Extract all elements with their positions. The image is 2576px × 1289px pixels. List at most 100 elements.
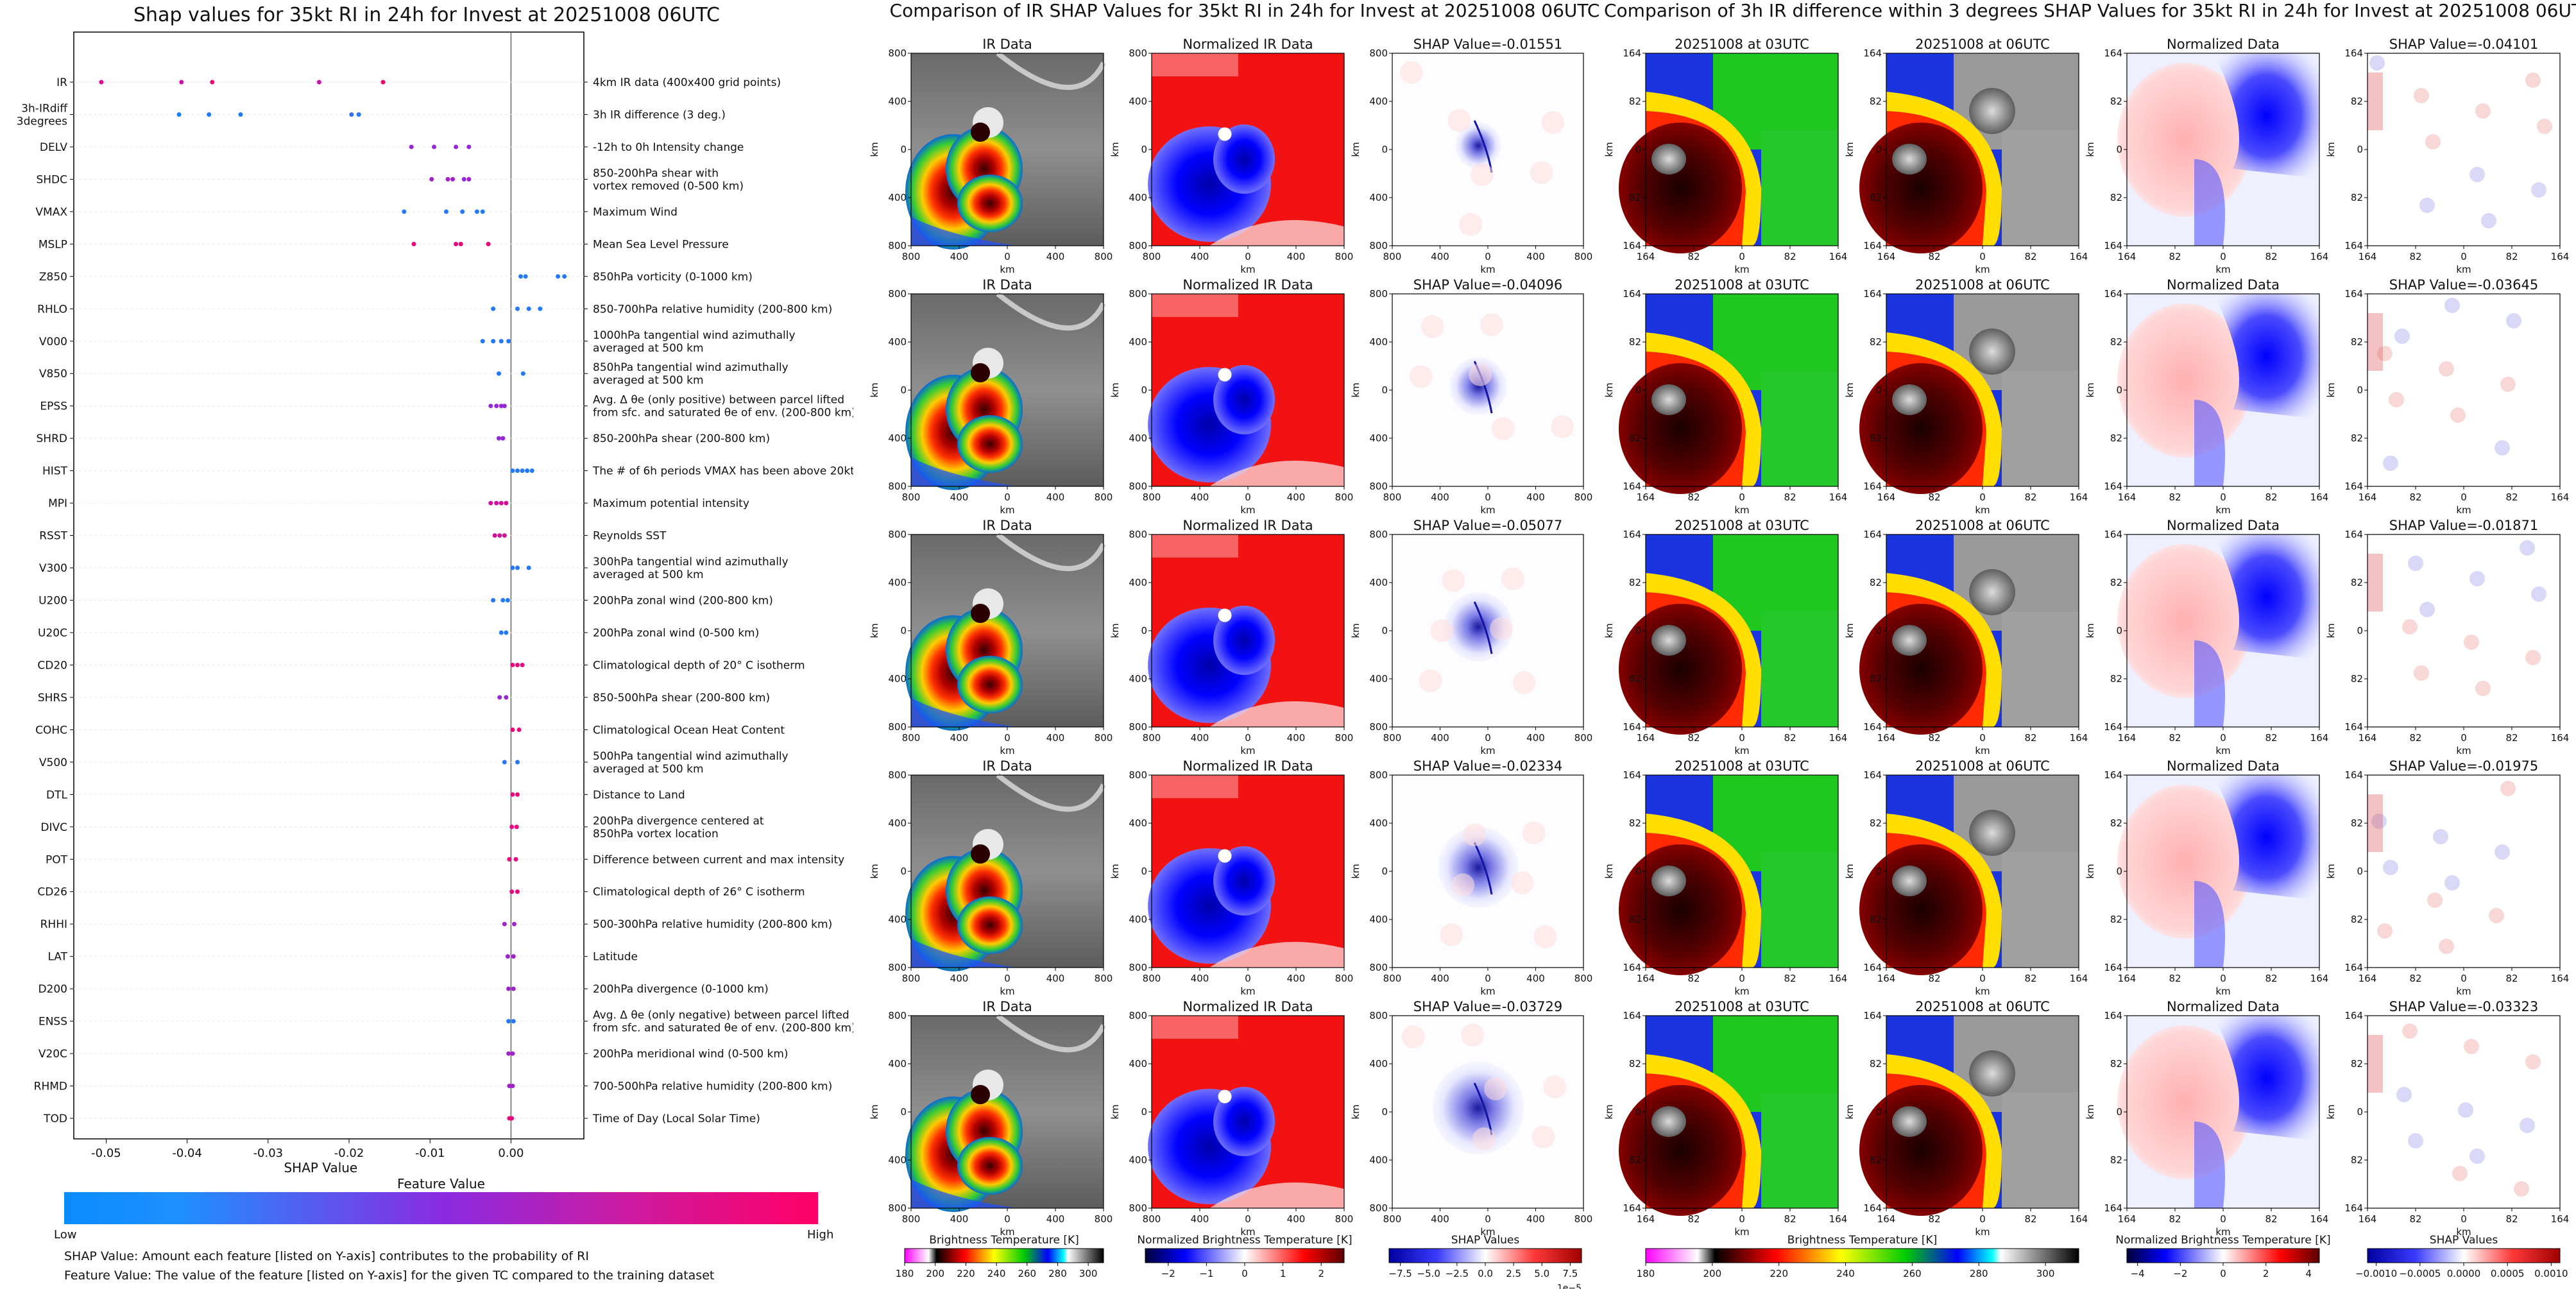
y-tick-label: 82 — [2351, 432, 2363, 444]
y-tick-label: 82 — [2110, 1154, 2122, 1166]
feature-description: 200hPa meridional wind (0-500 km) — [593, 1048, 789, 1061]
colorbar-tick-label: −2 — [1161, 1268, 1175, 1279]
feature-value-note: Feature Value: The value of the feature … — [64, 1268, 715, 1283]
x-tick-label: 82 — [2409, 491, 2421, 503]
feature-name: VMAX — [35, 206, 67, 219]
x-tick-label: 0 — [1004, 732, 1011, 744]
y-tick-label: 800 — [1129, 47, 1147, 59]
shap-speckle — [2394, 329, 2410, 344]
shap-positive-speckle — [1531, 1125, 1555, 1148]
shap-speckle — [2464, 1039, 2479, 1054]
y-tick-label: 400 — [1129, 1058, 1147, 1070]
shap-point — [513, 857, 518, 862]
y-tick-label: 400 — [888, 336, 907, 348]
colorbar-tick-label: 240 — [987, 1268, 1006, 1279]
y-tick-label: 400 — [1129, 1154, 1147, 1166]
panel-title: SHAP Value=-0.02334 — [1413, 758, 1563, 774]
shap-negative-region — [1449, 357, 1507, 415]
x-axis-label: km — [1975, 986, 1990, 997]
x-tick-label: 800 — [1383, 251, 1402, 262]
y-tick-label: 0 — [2357, 866, 2363, 877]
colorbar-label: Brightness Temperature [K] — [1787, 1234, 1937, 1247]
x-tick-label: -0.05 — [91, 1147, 121, 1160]
y-axis-label: km — [1350, 864, 1361, 878]
middle-title: Comparison of IR SHAP Values for 35kt RI… — [889, 0, 1600, 21]
feature-description: -12h to 0h Intensity change — [593, 141, 744, 154]
feature-name: SHDC — [36, 173, 67, 186]
shap-point — [356, 112, 361, 117]
x-tick-label: 164 — [1829, 491, 1848, 503]
x-tick-label: 164 — [2118, 251, 2137, 262]
x-axis-label: km — [2456, 1226, 2471, 1238]
feature-description: 300hPa tangential wind azimuthally — [593, 556, 789, 568]
feature-description: averaged at 500 km — [593, 568, 704, 581]
y-tick-label: 0 — [900, 1106, 907, 1118]
x-tick-label: 0 — [2220, 251, 2226, 262]
y-tick-label: 164 — [1623, 240, 1641, 252]
colorbar — [1388, 1248, 1582, 1263]
y-tick-label: 164 — [1623, 1010, 1641, 1021]
y-axis-label: km — [2085, 142, 2096, 157]
shap-point — [491, 598, 496, 602]
y-axis-label: km — [2085, 1104, 2096, 1119]
shap-positive-speckle — [1442, 569, 1465, 592]
y-tick-label: 0 — [1875, 1106, 1882, 1118]
cloud-band — [996, 532, 1106, 572]
norm-cold-region — [2213, 1016, 2319, 1141]
shap-point — [510, 468, 515, 474]
cloud-band — [996, 291, 1106, 331]
y-tick-label: 164 — [2104, 769, 2122, 781]
y-tick-label: 0 — [1381, 144, 1388, 155]
feature-description: Difference between current and max inten… — [593, 853, 844, 866]
shap-positive-speckle — [1461, 1023, 1485, 1046]
y-tick-label: 800 — [1369, 721, 1388, 733]
y-tick-label: 82 — [1629, 817, 1641, 829]
shap-positive-speckle — [1512, 671, 1536, 694]
storm-core — [971, 844, 990, 864]
bt-grey-patch — [1651, 866, 1686, 896]
normalized-light-band — [1152, 294, 1238, 317]
shap-positive-speckle — [1447, 109, 1471, 132]
plot-frame — [73, 31, 584, 1140]
shap-point — [466, 176, 472, 182]
x-tick-label: 0 — [2220, 491, 2226, 503]
y-tick-label: 800 — [888, 769, 907, 781]
y-tick-label: 82 — [2110, 192, 2122, 203]
y-tick-label: 82 — [1629, 1058, 1641, 1070]
bt-warm-region — [2002, 611, 2079, 727]
x-axis-label: SHAP Value — [284, 1160, 357, 1175]
shap-point — [429, 176, 434, 182]
y-tick-label: 800 — [1369, 288, 1388, 300]
y-axis-label: km — [869, 623, 880, 638]
normalized-core — [1218, 127, 1232, 141]
shap-speckle — [2500, 377, 2516, 392]
shap-speckle — [2389, 392, 2404, 407]
bt-grey-patch — [1892, 625, 1927, 656]
shap-background — [2367, 775, 2560, 968]
x-tick-label: 164 — [2358, 732, 2377, 744]
x-tick-label: 82 — [2024, 491, 2036, 503]
shap-point — [443, 209, 448, 214]
x-tick-label: 82 — [2024, 251, 2036, 262]
x-tick-label: 164 — [1637, 251, 1655, 262]
y-tick-label: 800 — [1129, 240, 1147, 252]
bt-cold-core — [1859, 123, 1983, 253]
shap-speckle — [2489, 908, 2504, 923]
panel-title: IR Data — [982, 999, 1032, 1014]
x-tick-label: 164 — [2118, 973, 2137, 984]
shap-point — [514, 824, 519, 830]
panel-title: Normalized IR Data — [1182, 277, 1313, 293]
y-tick-label: 164 — [1863, 240, 1882, 252]
feature-name: SHRD — [37, 432, 67, 445]
shap-point — [506, 986, 511, 991]
shap-point — [520, 662, 525, 667]
x-tick-label: 400 — [1287, 973, 1306, 984]
x-axis-label: km — [1975, 504, 1990, 516]
y-tick-label: 800 — [888, 240, 907, 252]
y-tick-label: 0 — [1635, 866, 1641, 877]
y-tick-label: 82 — [1870, 577, 1882, 588]
x-tick-label: 82 — [1784, 251, 1796, 262]
colorbar-tick-label: −0.0005 — [2399, 1268, 2441, 1279]
shap-speckle — [2419, 602, 2435, 617]
norm-cold-region — [2194, 400, 2225, 486]
